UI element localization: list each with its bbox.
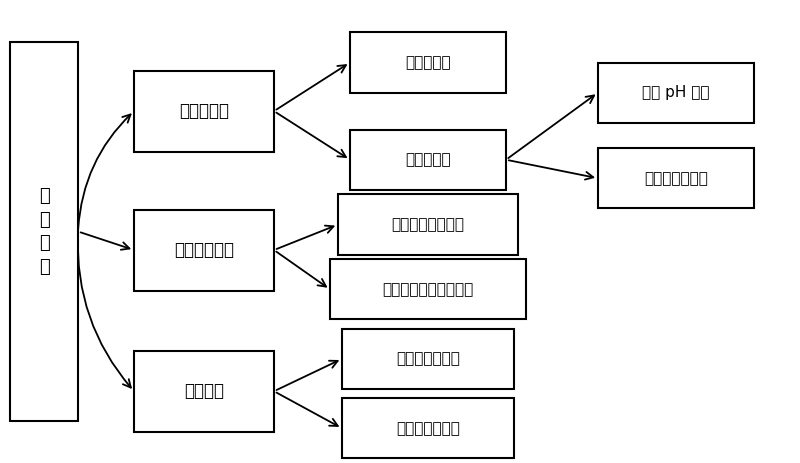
Text: 样品预处理: 样品预处理 <box>179 102 229 120</box>
Text: 样品稳定化: 样品稳定化 <box>405 55 451 70</box>
Text: 进样口最佳温度的确定: 进样口最佳温度的确定 <box>382 282 474 297</box>
Bar <box>598 63 754 123</box>
Bar <box>350 32 506 93</box>
Bar <box>350 130 506 190</box>
Bar <box>134 209 274 291</box>
Text: 最佳 pH 选取: 最佳 pH 选取 <box>642 85 710 100</box>
Text: 方法可靠性验证: 方法可靠性验证 <box>396 421 460 436</box>
Bar <box>134 70 274 151</box>
Text: 运行测定: 运行测定 <box>184 382 224 400</box>
Text: 最佳进样量的确定: 最佳进样量的确定 <box>391 217 465 232</box>
Text: 分
析
方
法: 分 析 方 法 <box>38 187 50 276</box>
Bar <box>342 398 514 458</box>
Text: 萃取剂选取: 萃取剂选取 <box>405 152 451 167</box>
Bar <box>134 351 274 432</box>
Bar <box>338 194 518 255</box>
Text: 最佳终止剂选取: 最佳终止剂选取 <box>644 171 708 186</box>
Bar <box>342 329 514 389</box>
Bar <box>10 42 78 421</box>
Bar <box>598 148 754 208</box>
Text: 工作曲线的确定: 工作曲线的确定 <box>396 351 460 366</box>
Text: 仪器条件优化: 仪器条件优化 <box>174 241 234 259</box>
Bar <box>330 259 526 319</box>
